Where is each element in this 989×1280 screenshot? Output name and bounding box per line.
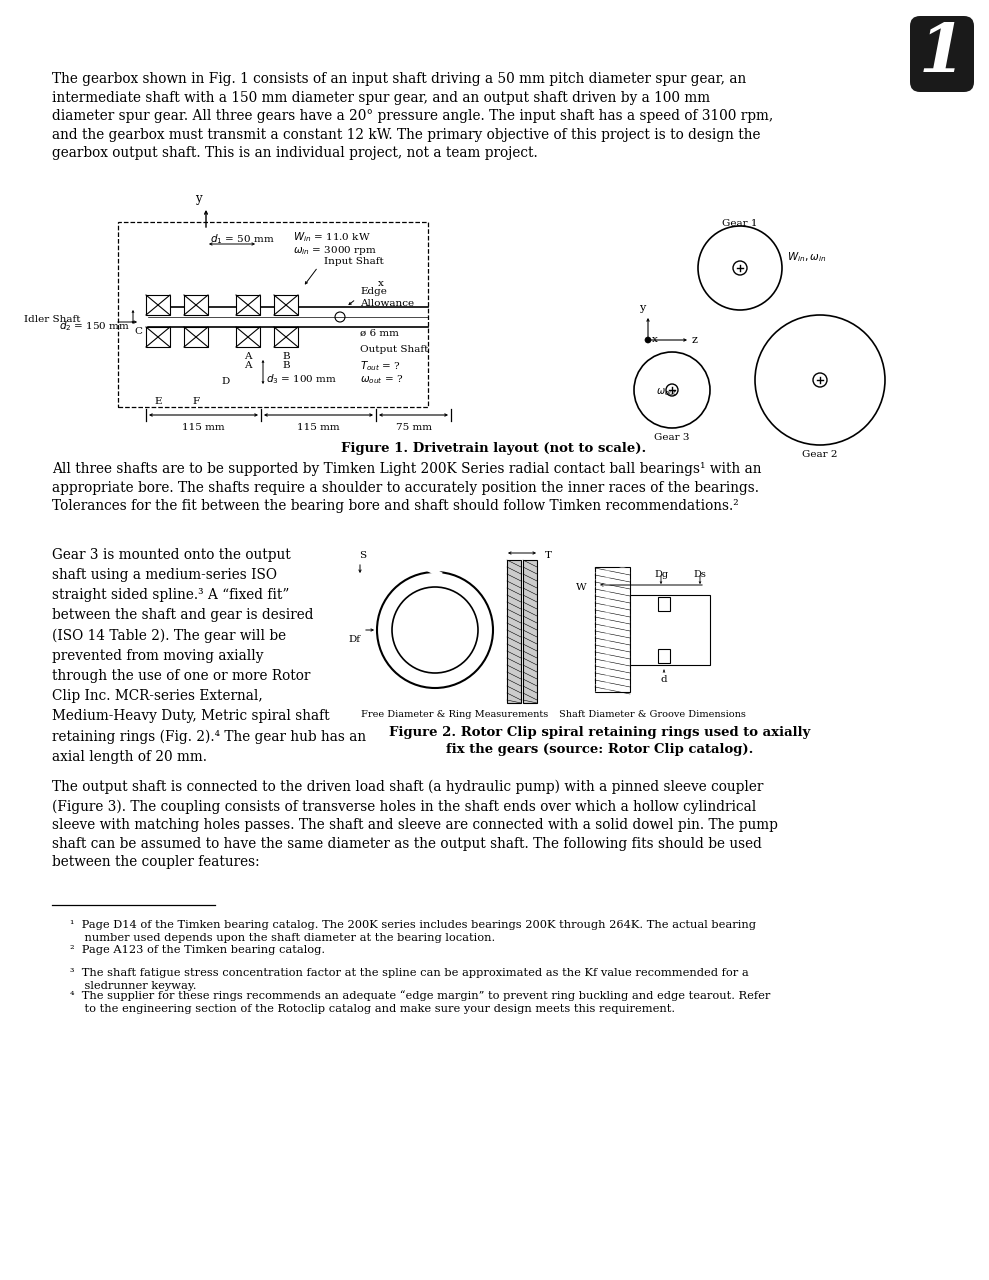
Text: Gear 1: Gear 1 xyxy=(722,219,758,228)
Text: S: S xyxy=(359,550,366,561)
Text: ¹  Page D14 of the Timken bearing catalog. The 200K series includes bearings 200: ¹ Page D14 of the Timken bearing catalog… xyxy=(70,920,756,943)
Text: $\omega_{out}$ = ?: $\omega_{out}$ = ? xyxy=(360,372,404,385)
Bar xyxy=(595,567,630,692)
Text: Ds: Ds xyxy=(693,570,706,579)
Bar xyxy=(507,561,521,703)
Text: Output Shaft: Output Shaft xyxy=(360,346,428,355)
Text: Free Diameter & Ring Measurements: Free Diameter & Ring Measurements xyxy=(361,710,549,719)
Bar xyxy=(274,294,298,315)
Bar xyxy=(146,294,170,315)
Text: E: E xyxy=(154,397,162,406)
Text: T: T xyxy=(545,550,552,561)
Text: ³  The shaft fatigue stress concentration factor at the spline can be approximat: ³ The shaft fatigue stress concentration… xyxy=(70,968,749,991)
Text: Gear 2: Gear 2 xyxy=(802,451,838,460)
FancyBboxPatch shape xyxy=(910,15,974,92)
Bar xyxy=(184,326,208,347)
Text: Input Shaft: Input Shaft xyxy=(324,257,384,266)
Text: D: D xyxy=(222,378,230,387)
Text: Df: Df xyxy=(348,635,360,644)
Text: Figure 2. Rotor Clip spiral retaining rings used to axially
fix the gears (sourc: Figure 2. Rotor Clip spiral retaining ri… xyxy=(390,726,811,756)
Text: 75 mm: 75 mm xyxy=(396,422,432,431)
Bar xyxy=(274,326,298,347)
Bar xyxy=(184,294,208,315)
Text: $d_1$ = 50 mm: $d_1$ = 50 mm xyxy=(210,232,275,246)
Bar xyxy=(236,294,260,315)
Text: $\omega_{in}$ = 3000 rpm: $\omega_{in}$ = 3000 rpm xyxy=(293,244,377,257)
Text: Shaft Diameter & Groove Dimensions: Shaft Diameter & Groove Dimensions xyxy=(559,710,746,719)
Text: Gear 3 is mounted onto the output
shaft using a medium-series ISO
straight sided: Gear 3 is mounted onto the output shaft … xyxy=(52,548,366,764)
Text: $d_2$ = 150 mm: $d_2$ = 150 mm xyxy=(58,319,130,333)
Text: A: A xyxy=(244,352,252,361)
Text: Allowance: Allowance xyxy=(360,300,414,308)
Text: Gear 3: Gear 3 xyxy=(655,433,689,442)
Bar xyxy=(630,595,710,666)
Text: The output shaft is connected to the driven load shaft (a hydraulic pump) with a: The output shaft is connected to the dri… xyxy=(52,780,778,869)
Text: $W_{in}, \omega_{in}$: $W_{in}, \omega_{in}$ xyxy=(787,250,827,264)
Text: d: d xyxy=(661,675,668,684)
Text: 115 mm: 115 mm xyxy=(297,422,339,431)
Text: Idler Shaft: Idler Shaft xyxy=(24,315,80,324)
Text: ⁴  The supplier for these rings recommends an adequate “edge margin” to prevent : ⁴ The supplier for these rings recommend… xyxy=(70,989,770,1014)
Circle shape xyxy=(645,337,651,343)
Text: $T_{out}$ = ?: $T_{out}$ = ? xyxy=(360,358,401,372)
Bar xyxy=(236,326,260,347)
Bar xyxy=(146,326,170,347)
Bar xyxy=(658,649,670,663)
Text: $\omega_{out}$: $\omega_{out}$ xyxy=(657,387,677,398)
Bar xyxy=(658,596,670,611)
Text: Dg: Dg xyxy=(654,570,668,579)
Text: Edge: Edge xyxy=(360,287,387,296)
Text: B: B xyxy=(282,352,290,361)
Text: z: z xyxy=(692,335,698,346)
Text: $d_3$ = 100 mm: $d_3$ = 100 mm xyxy=(266,372,337,385)
Text: W: W xyxy=(577,582,587,591)
Text: x: x xyxy=(378,279,384,288)
Text: ²  Page A123 of the Timken bearing catalog.: ² Page A123 of the Timken bearing catalo… xyxy=(70,945,325,955)
Text: The gearbox shown in Fig. 1 consists of an input shaft driving a 50 mm pitch dia: The gearbox shown in Fig. 1 consists of … xyxy=(52,72,773,160)
Text: y: y xyxy=(639,303,645,314)
Bar xyxy=(523,561,537,703)
Text: ø 6 mm: ø 6 mm xyxy=(360,329,399,338)
Text: x: x xyxy=(652,335,658,344)
Text: 115 mm: 115 mm xyxy=(182,422,225,431)
Text: y: y xyxy=(196,192,202,205)
Text: A: A xyxy=(244,361,252,370)
Text: F: F xyxy=(193,397,200,406)
Text: All three shafts are to be supported by Timken Light 200K Series radial contact : All three shafts are to be supported by … xyxy=(52,462,762,513)
Text: B: B xyxy=(282,361,290,370)
Bar xyxy=(118,221,428,407)
Text: $W_{in}$ = 11.0 kW: $W_{in}$ = 11.0 kW xyxy=(293,230,371,243)
Text: C: C xyxy=(134,326,142,335)
Text: 1: 1 xyxy=(919,22,965,87)
Text: Figure 1. Drivetrain layout (not to scale).: Figure 1. Drivetrain layout (not to scal… xyxy=(341,442,647,454)
